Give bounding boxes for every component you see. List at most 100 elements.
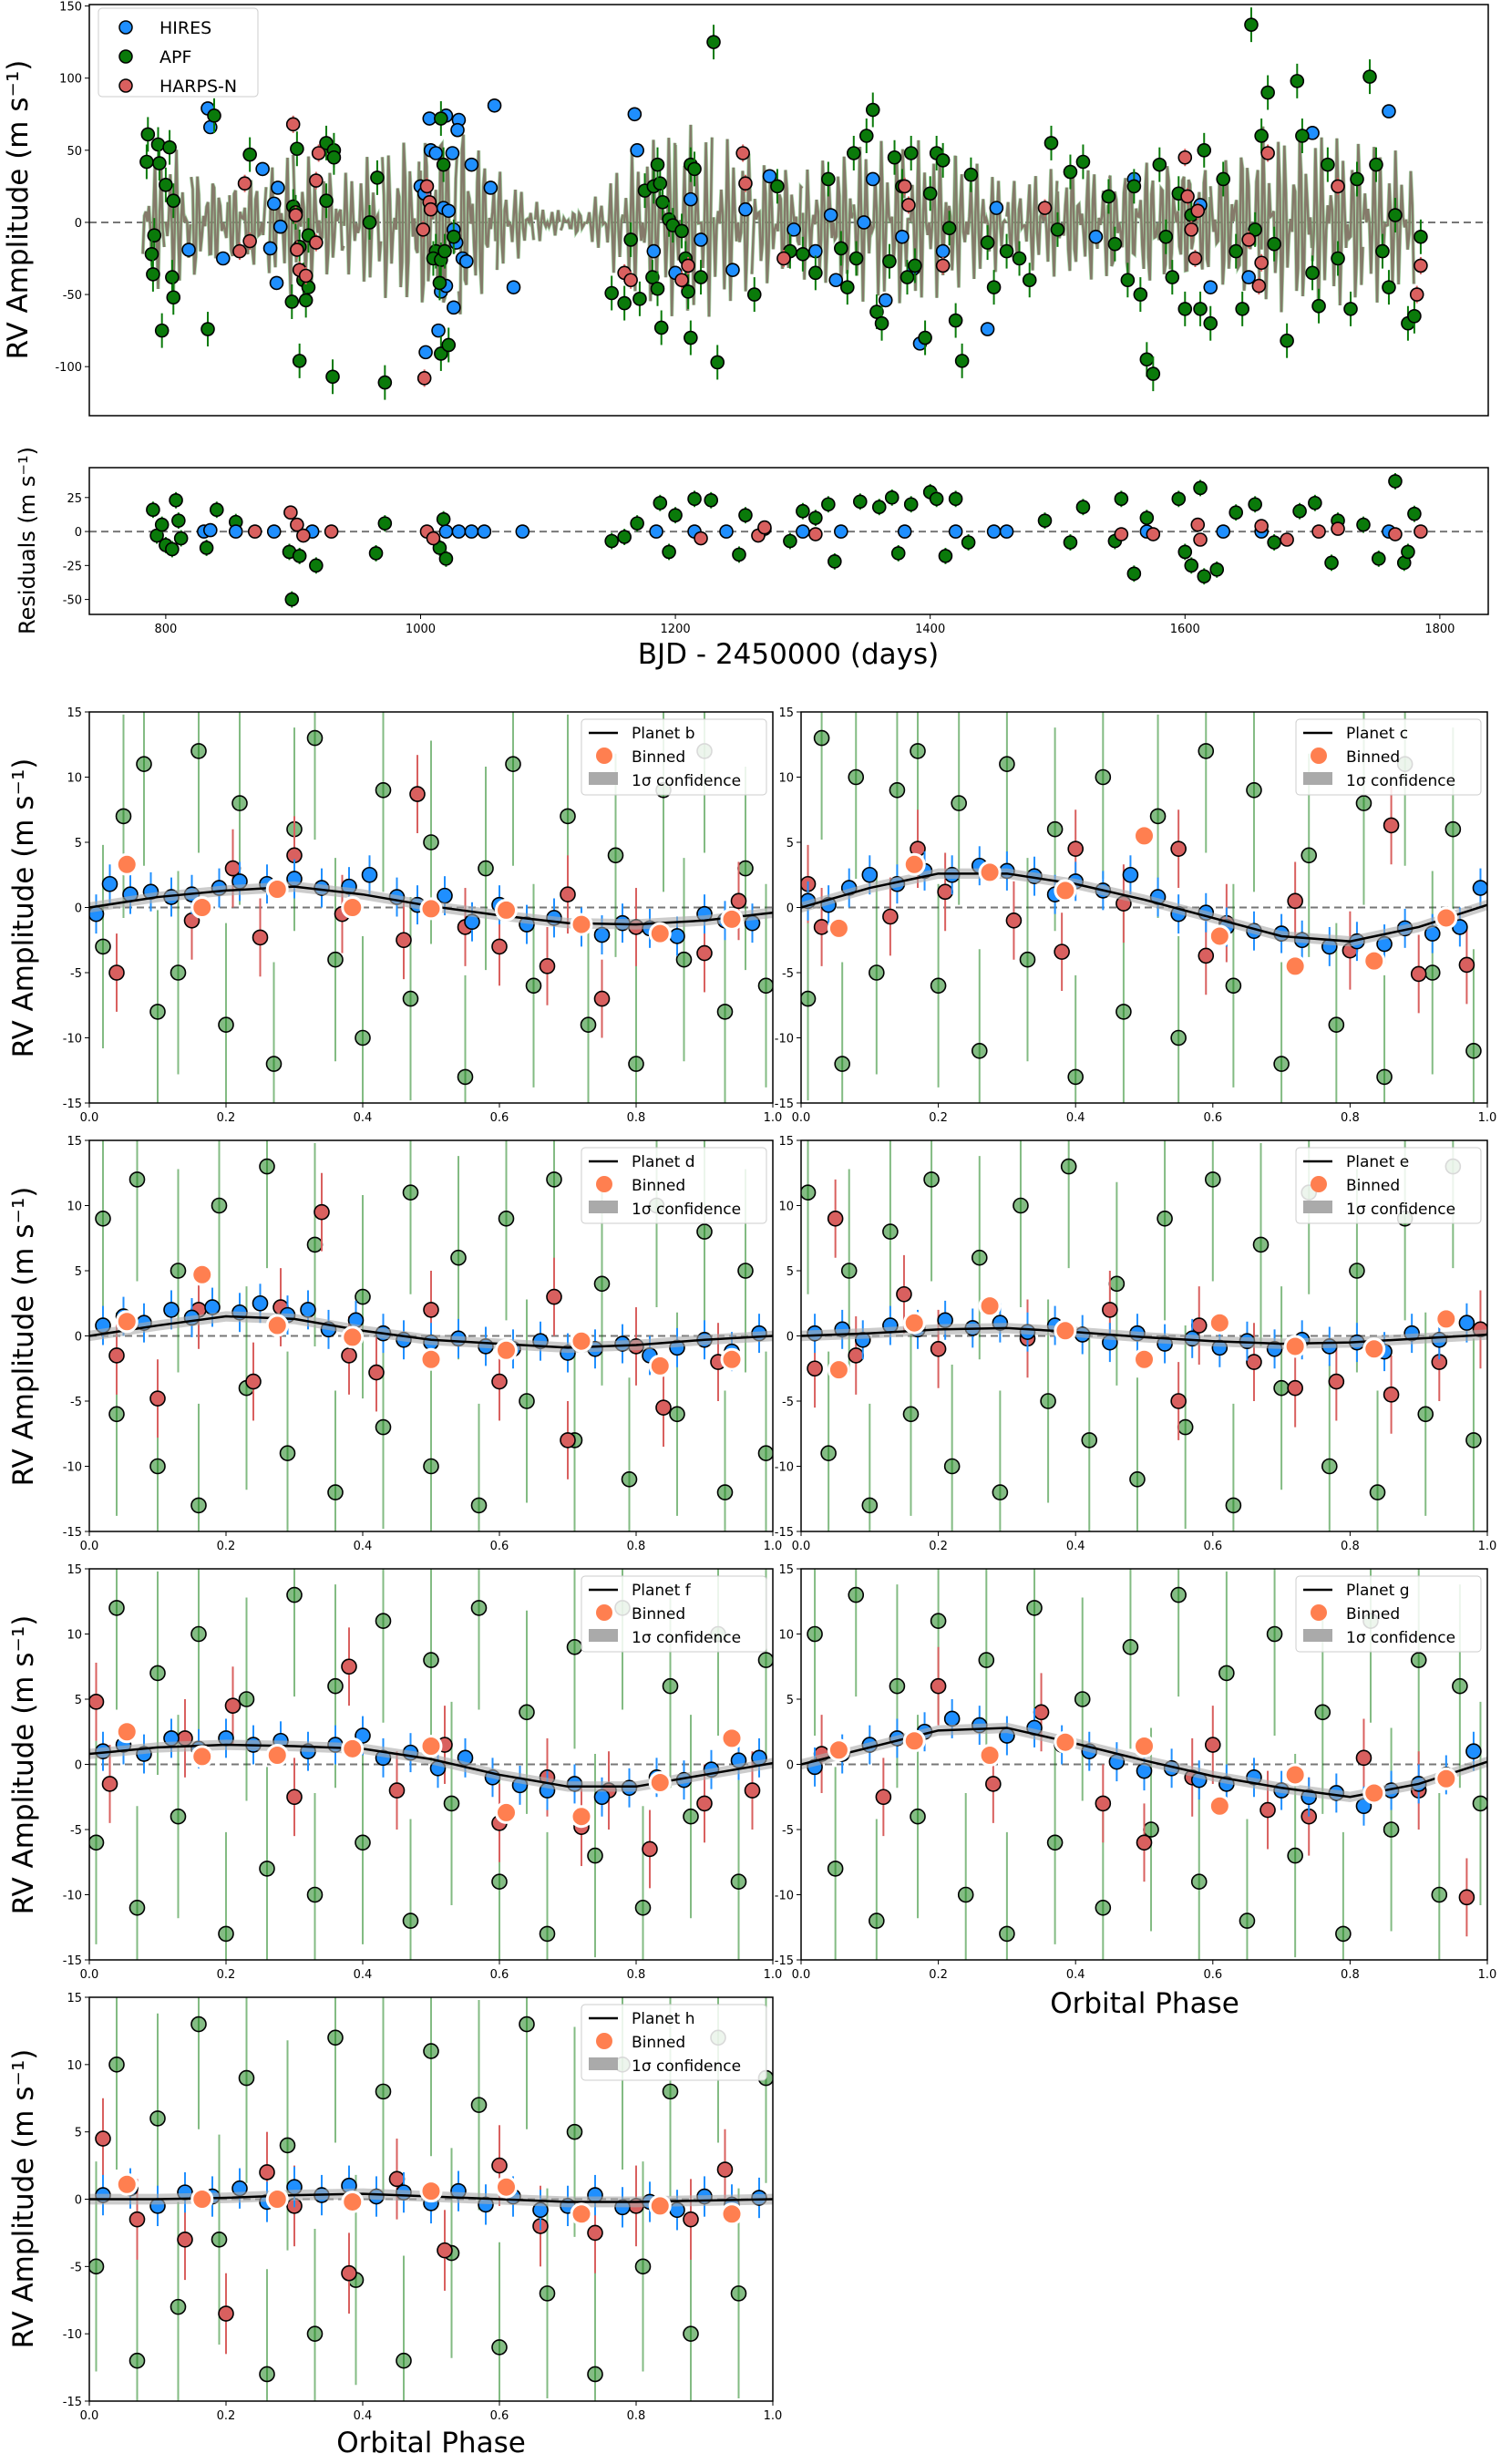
apf-point [669,1406,685,1423]
binned-point [341,896,365,919]
apf-point [149,1004,166,1020]
apf-point [1225,1497,1242,1514]
apf-point [1063,535,1078,550]
planet-d-panel: 15 10 5 0 -5 -10 -150.0 0.2 0.4 0.6 0.8 1.0 Planet d… [63,1135,783,1553]
apf-point [108,2057,125,2073]
hires-point [796,524,810,539]
apf-point [675,951,693,968]
hires-point [266,196,282,211]
y-tick-label: -25 [63,560,82,573]
hires-point [1465,1743,1482,1759]
x-tick-label: 0.6 [490,1968,509,1982]
legend-label: Binned [1346,1177,1400,1195]
apf-point [286,1586,303,1603]
legend-marker-apf [118,49,133,64]
harps-n-point [1414,258,1428,273]
apf-point [828,554,842,569]
apf-point [1371,552,1386,566]
harps-n-point [247,524,262,539]
apf-point [1472,1795,1487,1812]
apf-point [211,2232,228,2248]
apf-point [796,246,810,262]
apf-point [1229,243,1243,259]
y-tick-label: 15 [778,1135,794,1149]
legend-label: Binned [632,2034,685,2052]
harps-n-point [807,1360,823,1377]
apf-point [1424,964,1441,981]
apf-point [1452,1677,1468,1695]
apf-point [1146,366,1161,381]
legend-box [1295,718,1482,796]
binned-point [1362,949,1386,973]
apf-point [992,1484,1009,1500]
harps-n-point [1205,1737,1221,1753]
model-curve [534,201,561,242]
apf-point [621,1471,638,1488]
harps-n-point [285,117,301,132]
apf-point [910,743,926,759]
apf-point [1143,1821,1159,1838]
apf-point [840,280,855,294]
apf-point [902,1406,920,1423]
harps-n-point [245,1373,262,1390]
harps-n-point [1193,532,1208,547]
apf-point [1465,1043,1482,1059]
apf-point [737,1263,754,1279]
binned-point [648,922,672,945]
binned-point [827,916,850,940]
legend-label: 1σ confidence [632,1629,741,1647]
apf-point [1383,1821,1400,1838]
legend-box [98,7,259,98]
apf-point [650,281,665,296]
apf-point [546,1171,562,1188]
apf-point [1198,743,1215,759]
harps-n-point [757,520,772,535]
apf-point [170,1263,187,1279]
harps-n-point [108,1347,125,1364]
apf-point [1115,1004,1132,1020]
x-tick-label: 0.0 [792,1540,811,1553]
harps-n-point [560,886,576,903]
apf-point [1193,302,1208,316]
harps-n-point [730,892,747,910]
legend-band-swatch [1303,772,1332,785]
y-tick-label: 50 [67,145,82,159]
apf-point [1139,352,1155,367]
apf-point [1177,1418,1194,1436]
apf-point [1075,154,1091,170]
apf-point [355,1834,371,1851]
apf-point [1335,1925,1352,1943]
harps-n-point [237,176,252,191]
hires-point [1203,280,1218,294]
binned-point [419,897,443,921]
harps-n-point [642,1840,658,1858]
apf-point [441,337,457,353]
apf-point [662,544,676,560]
hires-point [738,201,753,217]
apf-point [1122,1639,1139,1655]
harps-n-point [1355,1749,1372,1767]
apf-point [432,275,447,291]
hires-point [262,241,278,256]
harps-n-point [930,1677,947,1695]
hires-point [630,143,644,158]
hires-point [450,122,465,138]
apf-point [89,1834,105,1851]
harps-n-point [1246,1354,1262,1370]
model-curve [496,171,535,271]
harps-n-point [1409,287,1424,302]
apf-point [884,490,900,505]
apf-point [1177,302,1193,316]
hires-point [1382,104,1396,119]
harps-n-point [491,1373,508,1390]
apf-point [869,1912,885,1929]
apf-point [683,2325,699,2342]
apf-point [1013,1197,1029,1214]
apf-point [1184,558,1199,573]
apf-point [1012,251,1027,266]
binned-point [827,1738,850,1762]
binned-point [265,877,289,901]
apf-point [1308,495,1322,510]
apf-point [402,990,419,1007]
harps-n-point [935,258,951,273]
